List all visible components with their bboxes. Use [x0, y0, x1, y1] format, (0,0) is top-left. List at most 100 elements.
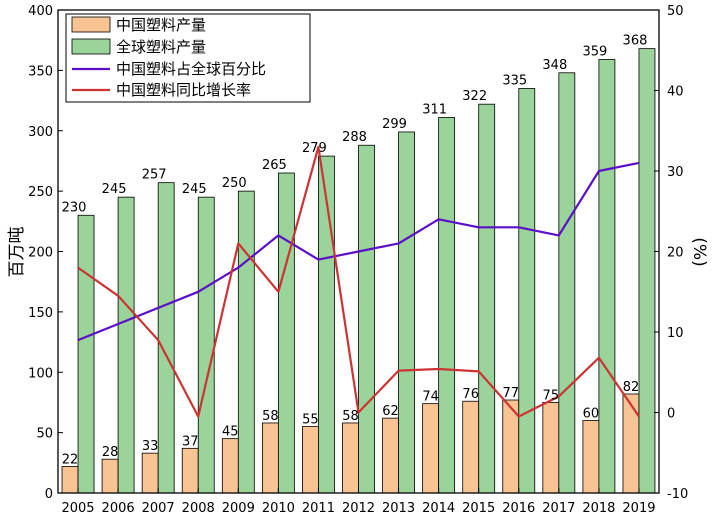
china-bar-2005 — [61, 466, 79, 494]
legend: 中国塑料产量 全球塑料产量 中国塑料占全球百分比 中国塑料同比增长率 — [65, 13, 311, 103]
china-bar-label-2011: 55 — [302, 413, 319, 428]
y-axis-title-left: 百万吨 — [7, 227, 27, 278]
china-bar-2007 — [141, 452, 159, 494]
x-tick-label-2006: 2006 — [102, 501, 135, 516]
china-bar-label-2009: 45 — [222, 425, 239, 440]
global-bar-2018 — [598, 59, 616, 494]
left-tick-label-200: 200 — [28, 246, 53, 261]
global-bar-2009 — [237, 190, 255, 494]
china-bar-2012 — [342, 422, 359, 494]
left-tick-label-300: 300 — [28, 125, 53, 140]
x-tick-label-2008: 2008 — [182, 501, 215, 516]
global-bar-2017 — [558, 72, 576, 494]
china-bar-label-2005: 22 — [62, 452, 79, 467]
legend-label-china-production: 中国塑料产量 — [116, 16, 206, 34]
global-bar-label-2014: 311 — [422, 102, 447, 117]
right-tick-label-40: 40 — [667, 85, 684, 100]
legend-label-global-production: 全球塑料产量 — [116, 38, 206, 56]
global-bar-label-2016: 335 — [502, 73, 527, 88]
global-bar-2015 — [478, 103, 496, 494]
global-bar-label-2011: 279 — [302, 141, 327, 156]
right-tick-label-20: 20 — [667, 246, 684, 261]
left-tick-label-250: 250 — [28, 185, 53, 200]
china-bar-label-2012: 58 — [342, 409, 359, 424]
y-axis-title-right: (%) — [689, 237, 709, 266]
china-bar-2008 — [181, 447, 199, 494]
china-bar-label-2013: 62 — [382, 404, 399, 419]
global-bar-label-2018: 359 — [582, 45, 607, 60]
global-bar-2014 — [438, 117, 456, 494]
global-bar-2008 — [197, 196, 215, 494]
china-bar-2015 — [462, 400, 480, 494]
china-bar-2013 — [382, 417, 399, 494]
legend-label-share: 中国塑料占全球百分比 — [116, 60, 266, 78]
x-tick-label-2016: 2016 — [502, 501, 535, 516]
china-bar-label-2007: 33 — [142, 439, 159, 454]
global-bar-2007 — [157, 182, 175, 494]
x-tick-label-2005: 2005 — [61, 501, 94, 516]
china-production-bars — [61, 393, 640, 494]
global-bar-label-2017: 348 — [542, 58, 567, 73]
x-tick-label-2010: 2010 — [262, 501, 295, 516]
china-bar-2019 — [622, 393, 640, 494]
right-tick-label--10: -10 — [667, 487, 688, 502]
china-bar-label-2014: 74 — [422, 390, 439, 405]
x-tick-label-2007: 2007 — [142, 501, 175, 516]
global-bar-label-2010: 265 — [262, 158, 287, 173]
right-tick-label-30: 30 — [667, 165, 684, 180]
left-tick-label-0: 0 — [45, 487, 53, 502]
global-bar-2016 — [518, 88, 536, 494]
china-bar-label-2008: 37 — [182, 434, 199, 449]
legend-swatch-global-production — [71, 38, 111, 55]
right-tick-label-0: 0 — [667, 407, 675, 422]
china-bar-label-2019: 82 — [623, 380, 640, 395]
x-tick-label-2009: 2009 — [222, 501, 255, 516]
left-tick-label-400: 400 — [28, 4, 53, 19]
x-tick-label-2012: 2012 — [342, 501, 375, 516]
global-bar-label-2015: 322 — [462, 89, 487, 104]
china-bar-2009 — [221, 438, 239, 494]
left-tick-label-350: 350 — [28, 64, 53, 79]
left-tick-label-150: 150 — [28, 306, 53, 321]
china-bar-2017 — [542, 402, 560, 494]
right-tick-label-10: 10 — [667, 326, 684, 341]
x-tick-label-2013: 2013 — [382, 501, 415, 516]
x-tick-label-2019: 2019 — [622, 501, 655, 516]
china-bar-label-2015: 76 — [462, 387, 479, 402]
china-bar-label-2018: 60 — [583, 407, 600, 422]
global-bar-2005 — [77, 214, 95, 494]
global-bar-label-2006: 245 — [102, 182, 127, 197]
china-bar-2011 — [302, 426, 319, 494]
line-series — [77, 145, 640, 418]
legend-label-growth: 中国塑料同比增长率 — [116, 81, 251, 99]
x-axis: 2005 2006 2007 2008 2009 2010 2011 2012 2013 2014… — [61, 488, 656, 516]
global-bar-label-2005: 230 — [62, 200, 87, 215]
global-bar-2013 — [398, 131, 415, 494]
china-bar-2010 — [261, 422, 279, 494]
china-bar-2014 — [422, 403, 440, 494]
china-production-labels: 22 28 33 37 45 58 55 58 62 74 76 77 75 60 82 — [62, 380, 639, 467]
left-tick-label-100: 100 — [28, 366, 53, 381]
china-bar-label-2010: 58 — [262, 409, 279, 424]
global-bar-label-2007: 257 — [142, 168, 167, 183]
china-bar-label-2016: 77 — [502, 386, 519, 401]
global-bar-2006 — [117, 196, 135, 494]
global-production-bars — [77, 48, 656, 494]
share-line — [77, 161, 640, 342]
x-tick-label-2018: 2018 — [582, 501, 615, 516]
global-bar-2019 — [638, 48, 656, 494]
x-tick-label-2017: 2017 — [542, 501, 575, 516]
global-bar-label-2019: 368 — [623, 34, 648, 49]
global-bar-2010 — [277, 172, 295, 494]
left-tick-label-50: 50 — [36, 427, 53, 442]
x-tick-label-2011: 2011 — [302, 501, 335, 516]
china-bar-label-2017: 75 — [543, 388, 560, 403]
left-axis: 0 50 100 150 200 250 300 350 400 — [28, 4, 63, 502]
x-tick-label-2014: 2014 — [422, 501, 455, 516]
legend-swatch-china-production — [71, 16, 111, 33]
global-bar-2012 — [358, 144, 375, 494]
china-bar-2006 — [101, 458, 119, 494]
china-bar-2018 — [582, 420, 600, 494]
global-bar-label-2012: 288 — [342, 130, 367, 145]
global-bar-label-2009: 250 — [222, 176, 247, 191]
